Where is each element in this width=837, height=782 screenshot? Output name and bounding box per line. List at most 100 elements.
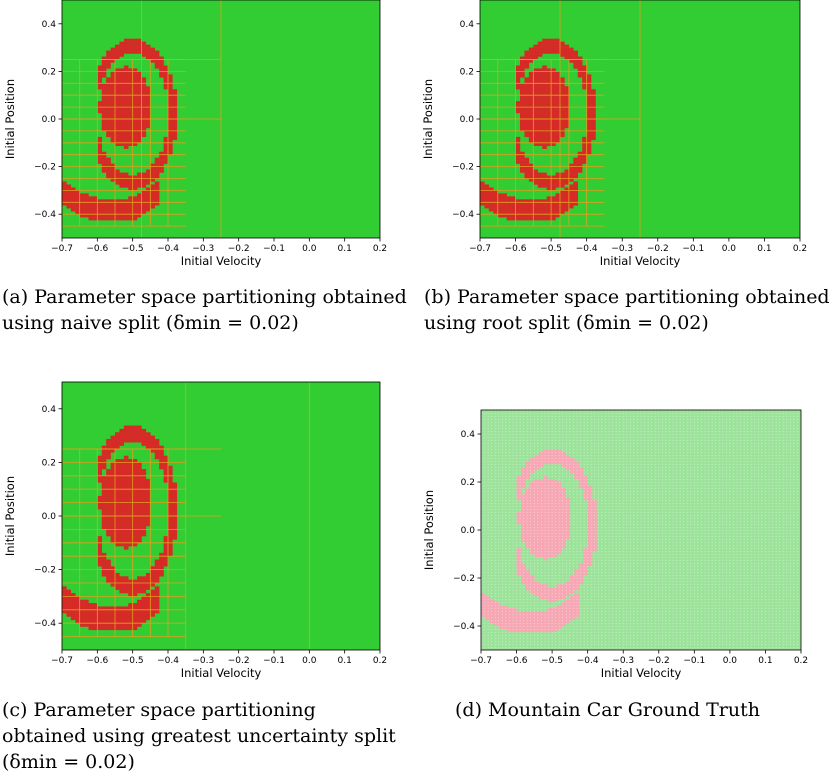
unsafe-cell bbox=[583, 491, 588, 495]
unsafe-cell bbox=[551, 44, 556, 48]
unsafe-cell bbox=[525, 617, 531, 621]
unsafe-cell bbox=[591, 119, 596, 123]
unsafe-cell bbox=[110, 74, 116, 78]
unsafe-cell bbox=[587, 527, 593, 531]
unsafe-cell bbox=[515, 154, 521, 158]
unsafe-cell bbox=[564, 89, 570, 93]
unsafe-cell bbox=[484, 187, 490, 191]
unsafe-cell bbox=[150, 449, 155, 453]
unsafe-cell bbox=[163, 71, 169, 75]
unsafe-cell bbox=[97, 479, 102, 483]
unsafe-cell bbox=[537, 202, 543, 206]
unsafe-cell bbox=[70, 193, 76, 197]
unsafe-cell bbox=[128, 214, 133, 218]
unsafe-cell bbox=[132, 519, 138, 523]
unsafe-cell bbox=[101, 526, 107, 530]
unsafe-cell bbox=[172, 522, 178, 527]
unsafe-cell bbox=[132, 586, 138, 590]
unsafe-cell bbox=[119, 113, 125, 117]
unsafe-cell bbox=[79, 214, 85, 218]
unsafe-cell bbox=[106, 492, 111, 497]
unsafe-cell bbox=[552, 554, 557, 558]
unsafe-cell bbox=[555, 101, 561, 105]
unsafe-cell bbox=[75, 211, 80, 215]
unsafe-cell bbox=[561, 611, 566, 615]
unsafe-cell bbox=[141, 472, 147, 476]
unsafe-cell bbox=[568, 163, 574, 167]
unsafe-cell bbox=[534, 524, 539, 528]
unsafe-cell bbox=[565, 587, 571, 591]
unsafe-cell bbox=[533, 121, 538, 126]
unsafe-cell bbox=[569, 578, 575, 582]
unsafe-cell bbox=[528, 136, 534, 141]
unsafe-cell bbox=[555, 181, 561, 185]
unsafe-cell bbox=[524, 98, 530, 102]
unsafe-cell bbox=[543, 461, 548, 465]
unsafe-cell bbox=[520, 65, 525, 69]
unsafe-cell bbox=[141, 469, 147, 473]
unsafe-cell bbox=[154, 452, 160, 456]
unsafe-cell bbox=[568, 169, 574, 173]
unsafe-cell bbox=[534, 458, 539, 462]
x-tick-label: −0.2 bbox=[228, 656, 250, 666]
unsafe-cell bbox=[66, 205, 72, 209]
unsafe-cell bbox=[578, 578, 584, 582]
unsafe-cell bbox=[172, 495, 178, 500]
unsafe-cell bbox=[556, 623, 562, 627]
unsafe-cell bbox=[583, 557, 588, 561]
y-tick-label: 0.0 bbox=[42, 512, 57, 522]
unsafe-cell bbox=[543, 557, 548, 561]
unsafe-cell bbox=[106, 522, 111, 527]
unsafe-cell bbox=[521, 536, 526, 540]
unsafe-cell bbox=[524, 53, 530, 57]
unsafe-cell bbox=[119, 205, 125, 209]
unsafe-cell bbox=[119, 47, 125, 51]
unsafe-cell bbox=[533, 113, 538, 117]
unsafe-cell bbox=[591, 98, 596, 102]
unsafe-cell bbox=[168, 133, 173, 138]
unsafe-cell bbox=[521, 563, 526, 567]
unsafe-cell bbox=[524, 199, 530, 203]
unsafe-cell bbox=[546, 208, 552, 212]
unsafe-cell bbox=[163, 536, 169, 540]
unsafe-cell bbox=[150, 609, 155, 614]
unsafe-cell bbox=[115, 98, 120, 102]
unsafe-cell bbox=[552, 488, 557, 492]
unsafe-cell bbox=[66, 193, 72, 197]
unsafe-cell bbox=[115, 44, 120, 48]
unsafe-cell bbox=[137, 121, 142, 126]
unsafe-cell bbox=[555, 80, 561, 84]
unsafe-cell bbox=[516, 548, 522, 552]
unsafe-cell bbox=[132, 38, 138, 42]
x-tick-label: 0.2 bbox=[793, 244, 807, 254]
unsafe-cell bbox=[533, 77, 538, 81]
unsafe-cell bbox=[546, 80, 552, 84]
unsafe-cell bbox=[578, 470, 584, 474]
unsafe-cell bbox=[132, 101, 138, 105]
unsafe-cell bbox=[145, 583, 151, 587]
unsafe-cell bbox=[560, 98, 565, 102]
unsafe-cell bbox=[538, 548, 544, 552]
unsafe-cell bbox=[123, 516, 129, 520]
unsafe-cell bbox=[106, 113, 111, 117]
unsafe-cell bbox=[493, 190, 498, 194]
unsafe-cell bbox=[145, 519, 151, 523]
y-tick-label: 0.2 bbox=[460, 67, 474, 77]
unsafe-cell bbox=[128, 50, 133, 54]
unsafe-cell bbox=[159, 74, 164, 78]
unsafe-cell bbox=[110, 53, 116, 57]
unsafe-cell bbox=[551, 124, 556, 129]
unsafe-cell bbox=[493, 211, 498, 215]
unsafe-cell bbox=[560, 80, 565, 84]
unsafe-cell bbox=[481, 611, 486, 615]
unsafe-cell bbox=[128, 44, 133, 48]
unsafe-cell bbox=[119, 80, 125, 84]
unsafe-cell bbox=[101, 98, 107, 102]
unsafe-cell bbox=[172, 98, 178, 102]
unsafe-cell bbox=[524, 214, 530, 218]
unsafe-cell bbox=[525, 488, 531, 492]
unsafe-cell bbox=[528, 95, 534, 99]
unsafe-cell bbox=[119, 542, 125, 547]
unsafe-cell bbox=[542, 83, 547, 87]
unsafe-cell bbox=[106, 469, 111, 473]
